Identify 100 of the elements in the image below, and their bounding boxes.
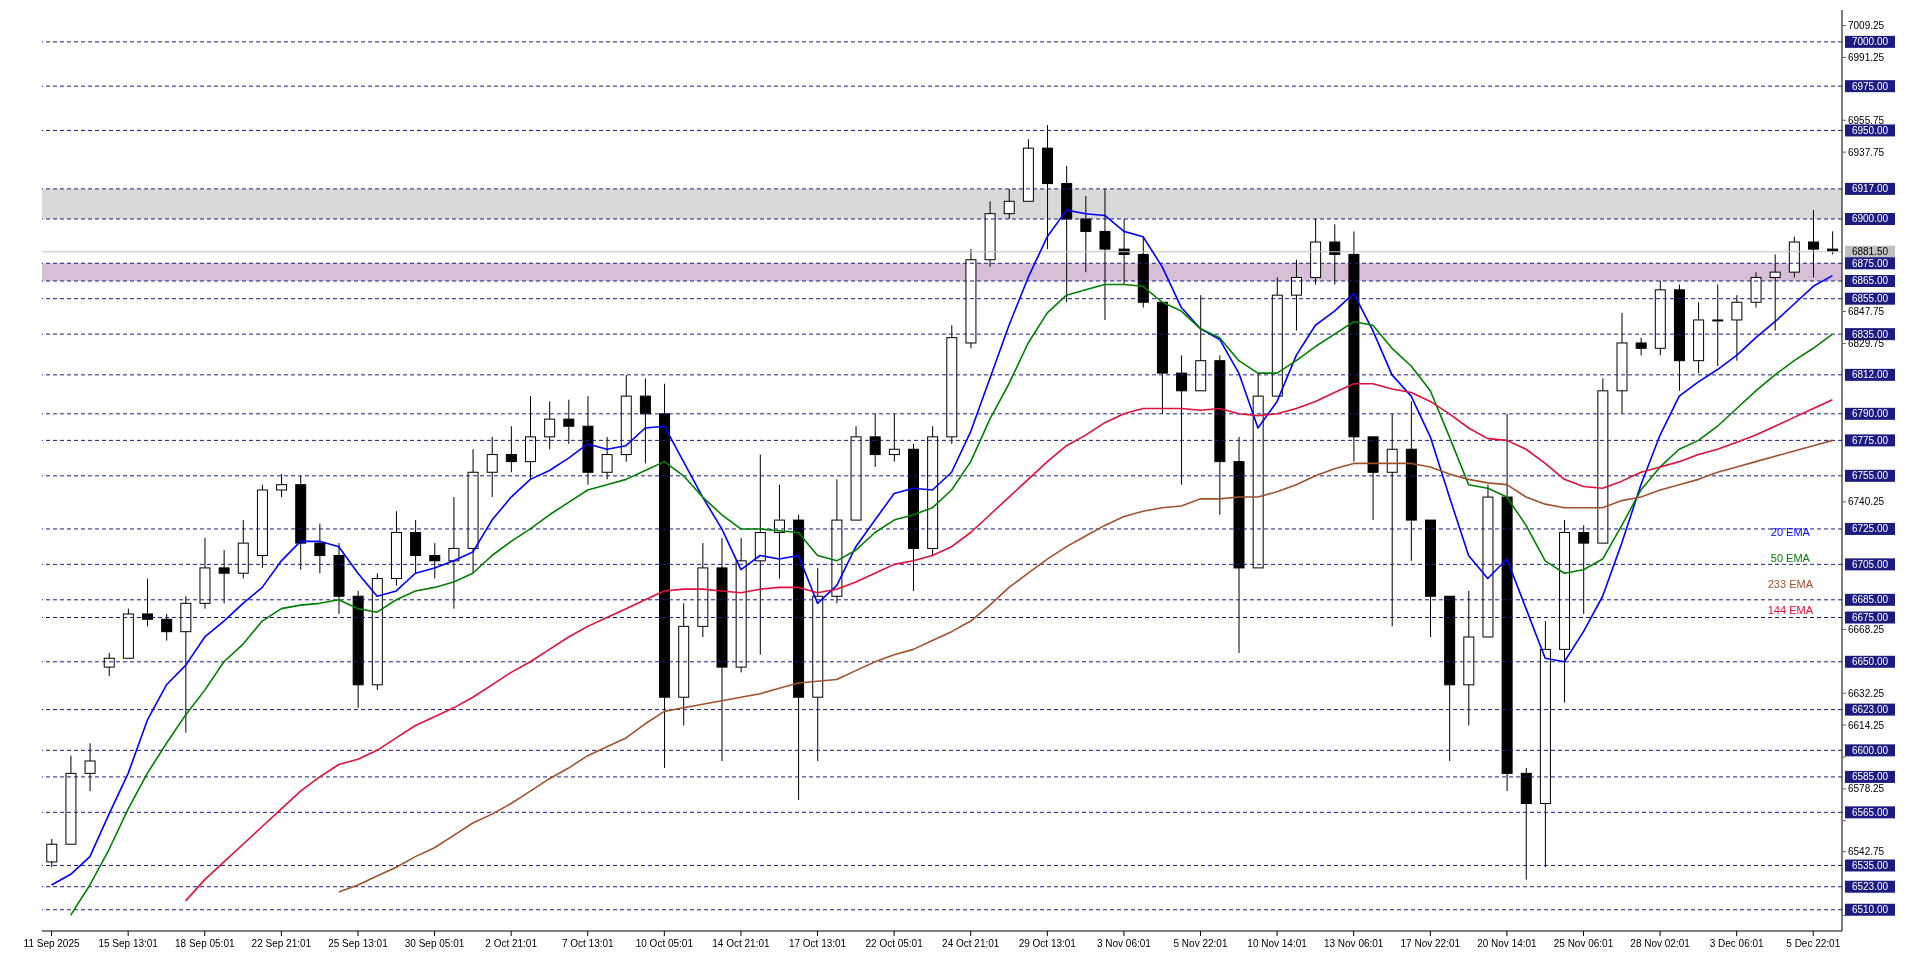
ref-line-label: 6875.00 bbox=[1851, 257, 1889, 269]
candlestick bbox=[1118, 218, 1130, 286]
line-series bbox=[184, 382, 1834, 902]
x-tick-label: 25 Nov 06:01 bbox=[1553, 938, 1614, 949]
candlestick bbox=[869, 413, 881, 468]
y-tick-label: 6542.75 bbox=[1848, 846, 1885, 858]
text: 50 EMA bbox=[1769, 551, 1811, 566]
y-tick-label: 6614.25 bbox=[1848, 719, 1885, 731]
text: 233 EMA bbox=[1767, 577, 1813, 592]
y-tick-label: 6740.25 bbox=[1848, 496, 1885, 508]
y-tick-label: 6991.25 bbox=[1848, 51, 1885, 63]
ref-line-label: 6705.00 bbox=[1851, 558, 1889, 570]
x-tick-label: 25 Sep 13:01 bbox=[328, 938, 389, 949]
ref-line-label: 6535.00 bbox=[1851, 859, 1889, 871]
ref-line-label: 6775.00 bbox=[1851, 434, 1889, 446]
candlestick bbox=[1386, 413, 1398, 627]
ref-line-label: 6950.00 bbox=[1851, 124, 1889, 136]
ref-line-label: 6835.00 bbox=[1851, 328, 1889, 340]
candlestick bbox=[888, 413, 900, 463]
candlestick bbox=[84, 742, 96, 792]
x-tick-label: 10 Oct 05:01 bbox=[635, 938, 694, 949]
line-series bbox=[69, 283, 1834, 916]
x-tick-label: 15 Sep 13:01 bbox=[98, 938, 159, 949]
ref-line-label: 6685.00 bbox=[1851, 594, 1889, 606]
x-tick-label: 22 Oct 05:01 bbox=[865, 938, 924, 949]
candlestick bbox=[1769, 253, 1781, 332]
x-tick-label: 28 Nov 02:01 bbox=[1630, 938, 1691, 949]
candlestick bbox=[314, 523, 326, 574]
candlestick bbox=[1807, 209, 1819, 278]
candlestick bbox=[505, 425, 517, 473]
candlestick bbox=[1827, 230, 1839, 255]
candlestick bbox=[161, 613, 173, 642]
ref-line-label: 6600.00 bbox=[1851, 744, 1889, 756]
ref-line-label: 6900.00 bbox=[1851, 213, 1889, 225]
candlestick bbox=[448, 496, 460, 610]
x-tick-label: 2 Oct 21:01 bbox=[485, 938, 538, 949]
y-tick-label: 6829.75 bbox=[1848, 337, 1885, 349]
ref-line-label: 6523.00 bbox=[1851, 881, 1889, 893]
candlestick bbox=[429, 542, 441, 580]
x-tick-label: 13 Nov 06:01 bbox=[1323, 938, 1384, 949]
ref-line-label: 6975.00 bbox=[1851, 80, 1889, 92]
y-tick-label: 6937.75 bbox=[1848, 146, 1885, 158]
ref-line-label: 6812.00 bbox=[1851, 369, 1889, 381]
x-tick-label: 10 Nov 14:01 bbox=[1247, 938, 1308, 949]
ref-line-label: 6565.00 bbox=[1851, 806, 1889, 818]
ref-line-label: 6917.00 bbox=[1851, 183, 1889, 195]
candlestick bbox=[410, 519, 422, 574]
ref-line-label: 6585.00 bbox=[1851, 771, 1889, 783]
ref-line-label: 6510.00 bbox=[1851, 904, 1889, 916]
candlestick bbox=[1080, 195, 1092, 273]
ref-line-label: 6865.00 bbox=[1851, 275, 1889, 287]
candlestick bbox=[1578, 524, 1590, 615]
candlestick bbox=[1635, 337, 1647, 356]
text: 20 EMA bbox=[1769, 525, 1811, 540]
ref-line-label: 6755.00 bbox=[1851, 470, 1889, 482]
ref-line-label: 6675.00 bbox=[1851, 612, 1889, 624]
x-tick-label: 14 Oct 21:01 bbox=[712, 938, 770, 949]
x-tick-label: 7 Oct 13:01 bbox=[561, 938, 615, 949]
ref-line-label: 6725.00 bbox=[1851, 523, 1889, 535]
y-tick-label: 7009.25 bbox=[1848, 20, 1885, 32]
candlestick bbox=[1731, 294, 1743, 362]
x-tick-label: 3 Dec 06:01 bbox=[1709, 938, 1765, 949]
x-tick-label: 5 Nov 22:01 bbox=[1173, 938, 1228, 949]
candlestick bbox=[544, 400, 556, 450]
line-series bbox=[50, 209, 1834, 886]
candlestick bbox=[1176, 354, 1188, 486]
y-tick-label: 6632.25 bbox=[1848, 687, 1885, 699]
x-tick-label: 5 Dec 22:01 bbox=[1786, 938, 1841, 949]
candlestick bbox=[1003, 188, 1015, 220]
x-tick-label: 20 Nov 14:01 bbox=[1477, 938, 1538, 949]
candlestick bbox=[601, 436, 613, 480]
candlestick bbox=[276, 473, 288, 498]
ref-line-label: 6855.00 bbox=[1851, 293, 1889, 305]
candlestick bbox=[1712, 284, 1724, 367]
x-tick-label: 24 Oct 21:01 bbox=[942, 938, 1000, 949]
candlestick bbox=[639, 377, 651, 464]
y-tick-label: 6578.25 bbox=[1848, 783, 1885, 795]
candlestick bbox=[1099, 188, 1111, 321]
x-tick-label: 17 Oct 13:01 bbox=[788, 938, 847, 949]
x-tick-label: 22 Sep 21:01 bbox=[251, 938, 312, 949]
candlestick bbox=[1290, 259, 1302, 332]
x-tick-label: 11 Sep 2025 bbox=[23, 938, 80, 949]
ref-line-label: 7000.00 bbox=[1851, 36, 1889, 48]
ref-line-label: 6881.50 bbox=[1851, 246, 1889, 258]
x-tick-label: 3 Nov 06:01 bbox=[1096, 938, 1152, 949]
x-tick-label: 30 Sep 05:01 bbox=[404, 938, 465, 949]
ref-line-label: 6623.00 bbox=[1851, 704, 1889, 716]
y-tick-label: 6668.25 bbox=[1848, 624, 1885, 636]
x-tick-label: 18 Sep 05:01 bbox=[175, 938, 235, 949]
ref-line-label: 6650.00 bbox=[1851, 656, 1889, 668]
x-tick-label: 17 Nov 22:01 bbox=[1400, 938, 1461, 949]
x-tick-label: 29 Oct 13:01 bbox=[1018, 938, 1077, 949]
y-tick-label: 6847.75 bbox=[1848, 306, 1885, 318]
ref-line-label: 6790.00 bbox=[1851, 408, 1889, 420]
candlestick bbox=[486, 436, 498, 498]
y-tick-label: 6955.75 bbox=[1848, 114, 1885, 126]
candlestick bbox=[218, 549, 230, 604]
text: 144 EMA bbox=[1767, 603, 1813, 618]
candlestick bbox=[1329, 223, 1341, 286]
candlestick bbox=[563, 399, 575, 445]
